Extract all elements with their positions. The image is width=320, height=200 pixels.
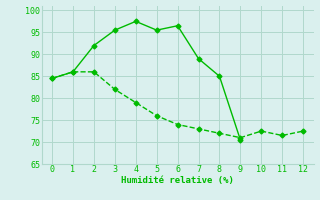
X-axis label: Humidité relative (%): Humidité relative (%) (121, 176, 234, 185)
